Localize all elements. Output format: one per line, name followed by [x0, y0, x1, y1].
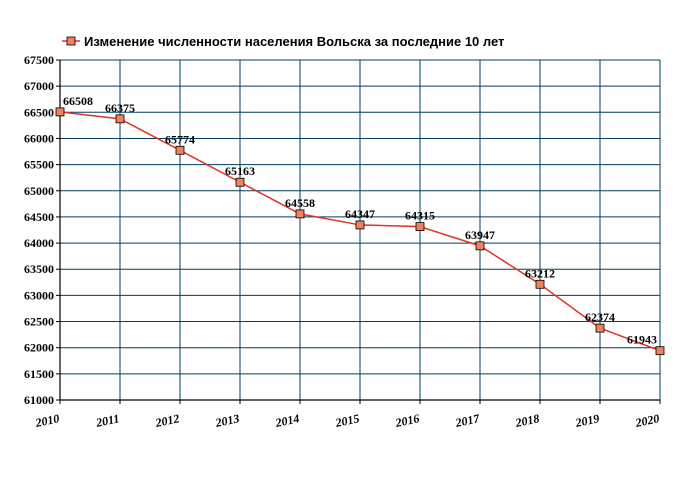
y-tick-label: 61500 — [24, 367, 54, 381]
y-axis-tick-labels: 61000 61500 62000 62500 63000 63500 64000 64500… — [24, 53, 54, 407]
data-label: 63947 — [465, 228, 495, 242]
y-tick-label: 62000 — [24, 341, 54, 355]
data-label: 63212 — [525, 266, 555, 280]
data-label: 62374 — [585, 310, 615, 324]
grid-lines — [59, 59, 661, 401]
data-point — [175, 145, 185, 155]
data-point — [535, 279, 545, 289]
y-tick-label: 62500 — [24, 315, 54, 329]
data-point — [355, 220, 365, 230]
y-tick-label: 66500 — [24, 105, 54, 119]
y-tick-label: 64500 — [24, 210, 54, 224]
x-tick-label: 2019 — [573, 411, 600, 430]
x-tick-label: 2016 — [393, 411, 420, 430]
data-point — [235, 177, 245, 187]
data-label: 64347 — [345, 207, 375, 221]
y-tick-label: 66000 — [24, 131, 54, 145]
y-tick-label: 61000 — [24, 393, 54, 407]
data-point — [655, 346, 665, 356]
x-axis-tick-labels: 2010 2011 2012 2013 2014 2015 2016 2017 2018 2019… — [33, 411, 660, 430]
axes — [56, 59, 661, 404]
data-point — [55, 107, 65, 117]
x-tick-label: 2014 — [273, 411, 300, 430]
y-tick-label: 64000 — [24, 236, 54, 250]
data-label: 64315 — [405, 209, 435, 223]
data-label: 66375 — [105, 101, 135, 115]
x-tick-label: 2015 — [333, 411, 360, 430]
y-tick-label: 63500 — [24, 262, 54, 276]
data-labels: 66508 66375 65774 65163 64558 64347 64315 63947… — [63, 94, 657, 347]
data-label: 64558 — [285, 196, 315, 210]
legend-label: Изменение численности населения Вольска … — [84, 34, 504, 49]
y-tick-label: 63000 — [24, 288, 54, 302]
data-point — [295, 209, 305, 219]
data-label: 65774 — [165, 132, 195, 146]
series-population — [55, 107, 665, 356]
y-tick-label: 65000 — [24, 184, 54, 198]
x-tick-label: 2013 — [213, 411, 240, 430]
data-point — [595, 323, 605, 333]
x-tick-label: 2011 — [94, 411, 121, 430]
data-point — [475, 241, 485, 251]
legend-marker-swatch — [66, 36, 76, 46]
x-tick-label: 2010 — [33, 411, 60, 430]
data-label: 61943 — [627, 333, 657, 347]
x-tick-label: 2020 — [633, 411, 660, 430]
data-label: 65163 — [225, 164, 255, 178]
data-point — [415, 222, 425, 232]
x-tick-label: 2012 — [153, 411, 180, 430]
chart-legend: Изменение численности населения Вольска … — [62, 34, 504, 49]
x-tick-label: 2017 — [453, 411, 481, 430]
data-point — [115, 114, 125, 124]
y-tick-label: 67000 — [24, 79, 54, 93]
y-tick-label: 67500 — [24, 53, 54, 67]
data-label: 66508 — [63, 94, 93, 108]
y-tick-label: 65500 — [24, 158, 54, 172]
x-tick-label: 2018 — [513, 411, 540, 430]
